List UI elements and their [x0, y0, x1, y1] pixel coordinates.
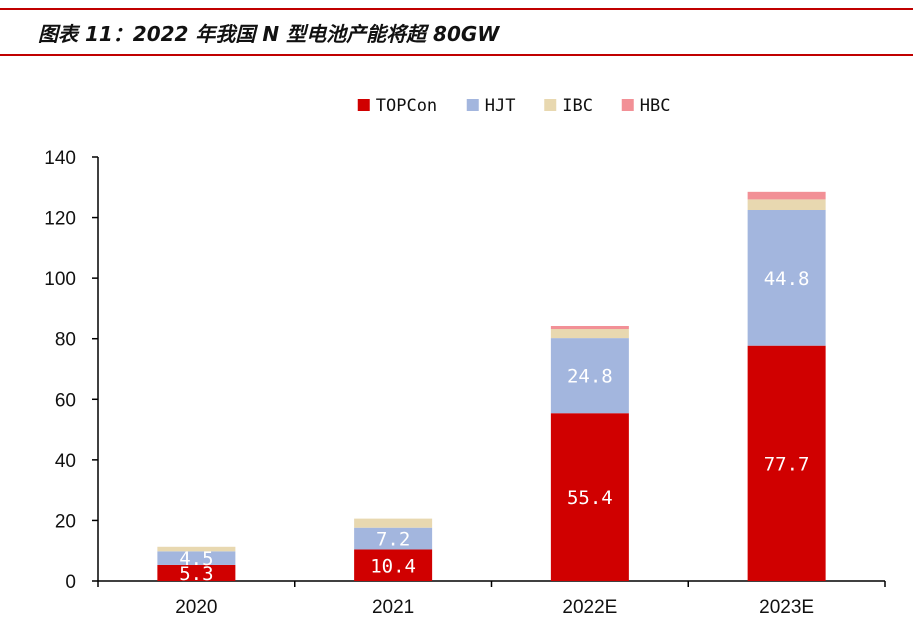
- bar-segment-ibc: [747, 199, 826, 210]
- bar-segment-topcon: [354, 549, 433, 581]
- data-label-hjt: 4.5: [179, 548, 213, 570]
- data-label-topcon: 77.7: [764, 453, 810, 475]
- y-tick-label: 0: [65, 572, 76, 593]
- bar-segment-hbc: [747, 191, 826, 200]
- title-rule-bottom: [0, 54, 913, 56]
- y-tick-label: 100: [44, 269, 76, 290]
- data-label-topcon: 55.4: [567, 487, 613, 509]
- y-tick-label: 40: [55, 451, 76, 472]
- y-tick-label: 140: [44, 148, 76, 169]
- y-tick-label: 20: [55, 511, 76, 532]
- bar-segment-topcon: [157, 564, 236, 581]
- y-tick-label: 120: [44, 209, 76, 230]
- data-label-hjt: 44.8: [764, 268, 810, 290]
- legend-swatch-ibc: [544, 99, 557, 111]
- bar-segment-topcon: [747, 345, 826, 581]
- data-label-hjt: 24.8: [567, 366, 613, 388]
- x-tick-label: 2022E: [562, 597, 617, 618]
- bar-segment-ibc: [157, 546, 236, 552]
- data-labels: 5.34.5 10.4 7.2 55.4 24.8 77.7 44.8: [179, 268, 809, 585]
- bar-segment-hjt: [354, 527, 433, 550]
- data-label-topcon: 10.4: [370, 555, 416, 577]
- bar-segment-hjt: [550, 338, 629, 414]
- title-bar: 图表 11：2022 年我国 N 型电池产能将超 80GW: [0, 0, 913, 56]
- data-label-hjt: 7.2: [376, 529, 410, 551]
- bar-segment-hbc: [550, 325, 629, 330]
- legend-swatch-hjt: [466, 99, 479, 111]
- legend-swatch-topcon: [357, 99, 370, 111]
- x-tick-label: 2023E: [759, 597, 814, 618]
- bar-segment-hjt: [747, 210, 826, 346]
- bar-segment-hjt: [157, 551, 236, 565]
- legend: TOPCon HJT IBC HBC: [357, 96, 671, 116]
- y-tick-label: 80: [55, 330, 76, 351]
- y-tick-label: 60: [55, 390, 76, 411]
- x-tick-label: 2020: [175, 597, 217, 618]
- data-label-topcon: 5.3: [179, 563, 213, 585]
- legend-swatch-hbc: [621, 99, 634, 111]
- legend-label-topcon: TOPCon: [376, 96, 437, 116]
- bars: [157, 191, 826, 581]
- legend-label-hbc: HBC: [640, 96, 671, 116]
- bar-segment-topcon: [550, 413, 629, 581]
- title-rule-top: [0, 8, 913, 10]
- chart-title: 图表 11：2022 年我国 N 型电池产能将超 80GW: [38, 22, 500, 46]
- legend-label-hjt: HJT: [485, 96, 516, 116]
- x-tick-label: 2021: [372, 597, 414, 618]
- bar-segment-ibc: [354, 518, 433, 528]
- bar-segment-ibc: [550, 329, 629, 339]
- legend-label-ibc: IBC: [562, 96, 593, 116]
